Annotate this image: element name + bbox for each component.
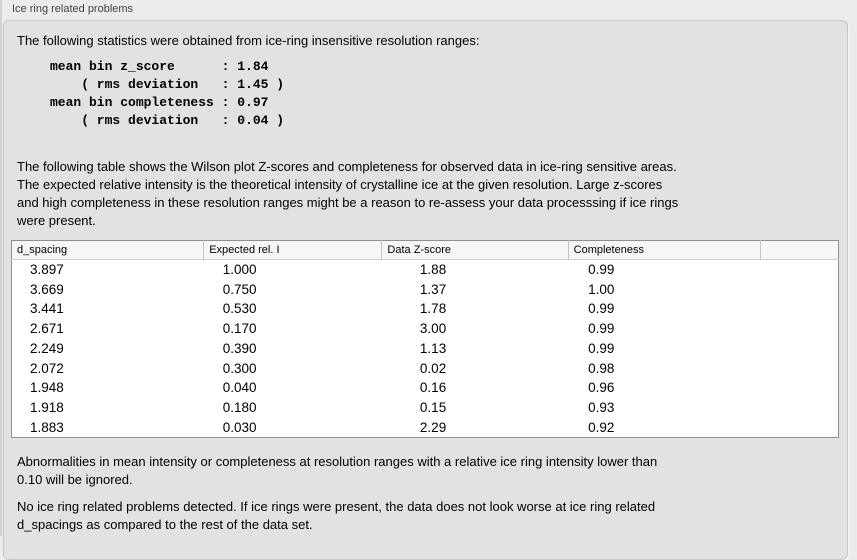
table-cell: 0.300: [222, 360, 257, 376]
table-cell: 2.29: [419, 419, 447, 435]
table-cell: 1.37: [419, 281, 447, 297]
table-cell: 0.98: [588, 360, 615, 376]
table-cell-empty: [760, 398, 838, 418]
table-cell: 0.93: [588, 399, 615, 415]
table-cell: 0.16: [419, 380, 447, 396]
table-row[interactable]: 3.441 0.530 1.78 0.99: [12, 299, 839, 319]
ice-ring-table[interactable]: d_spacing Expected rel. I Data Z-score C…: [11, 240, 839, 439]
table-cell: 0.99: [588, 340, 615, 356]
table-cell: 0.180: [222, 399, 257, 415]
table-cell: 0.390: [222, 340, 257, 356]
table-cell: 3.00: [419, 321, 447, 337]
conclusion-text: No ice ring related problems detected. I…: [17, 499, 656, 533]
table-row[interactable]: 2.249 0.390 1.13 0.99: [12, 339, 839, 359]
table-cell-empty: [760, 378, 838, 398]
table-cell-empty: [760, 299, 838, 319]
table-cell: 1.78: [419, 301, 447, 317]
table-cell: 1.00: [588, 281, 615, 297]
table-cell-empty: [760, 359, 838, 379]
table-cell: 2.072: [30, 360, 64, 376]
table-cell: 0.99: [588, 301, 615, 317]
table-cell-empty: [760, 260, 838, 280]
table-row[interactable]: 3.897 1.000 1.88 0.99: [12, 260, 839, 280]
table-cell: 0.02: [419, 360, 447, 376]
intro-statistics-text: The following statistics were obtained f…: [17, 33, 480, 48]
table-row[interactable]: 1.883 0.030 2.29 0.92: [12, 418, 839, 438]
bin-statistics-block: mean bin z_score : 1.84 ( rms deviation …: [50, 59, 285, 128]
table-cell: 3.441: [30, 301, 64, 317]
table-cell: 0.92: [588, 419, 615, 435]
table-cell: 1.88: [419, 262, 447, 277]
table-row[interactable]: 3.669 0.750 1.37 1.00: [12, 280, 839, 300]
table-cell: 3.897: [30, 262, 64, 277]
table-cell: 0.99: [588, 262, 615, 277]
table-row[interactable]: 1.948 0.040 0.16 0.96: [12, 378, 839, 398]
table-cell: 1.13: [419, 340, 447, 356]
table-row[interactable]: 2.671 0.170 3.00 0.99: [12, 319, 839, 339]
table-cell: 0.030: [222, 419, 257, 435]
table-cell: 2.671: [30, 321, 64, 337]
column-header-completeness: Completeness: [567, 240, 761, 260]
column-header-empty: [759, 240, 839, 260]
table-cell: 2.249: [30, 340, 64, 356]
ice-ring-panel: The following statistics were obtained f…: [3, 20, 848, 560]
table-cell-empty: [760, 339, 838, 359]
column-header-d-spacing: d_spacing: [11, 240, 204, 260]
table-cell: 0.170: [222, 321, 257, 337]
table-cell: 0.99: [588, 321, 615, 337]
table-cell: 0.750: [222, 281, 257, 297]
panel-title: Ice ring related problems: [12, 3, 134, 15]
table-cell: 0.96: [588, 380, 615, 396]
table-cell: 1.000: [222, 262, 257, 277]
table-cell: 1.918: [30, 399, 64, 415]
table-cell-empty: [760, 418, 838, 438]
table-cell-empty: [760, 280, 838, 300]
table-cell: 1.883: [30, 419, 64, 435]
table-cell: 0.15: [419, 399, 447, 415]
table-cell: 0.040: [222, 380, 257, 396]
column-header-data-z-score: Data Z-score: [381, 240, 569, 260]
table-cell: 0.530: [222, 301, 257, 317]
table-description-text: The following table shows the Wilson plo…: [17, 159, 679, 228]
column-header-expected-rel-i: Expected rel. I: [203, 240, 382, 260]
table-cell-empty: [760, 319, 838, 339]
table-row[interactable]: 1.918 0.180 0.15 0.93: [12, 398, 839, 418]
table-cell: 3.669: [30, 281, 64, 297]
ignore-rule-text: Abnormalities in mean intensity or compl…: [17, 454, 658, 488]
table-cell: 1.948: [30, 380, 64, 396]
table-row[interactable]: 2.072 0.300 0.02 0.98: [12, 359, 839, 379]
table-header-row: d_spacing Expected rel. I Data Z-score C…: [11, 240, 839, 260]
